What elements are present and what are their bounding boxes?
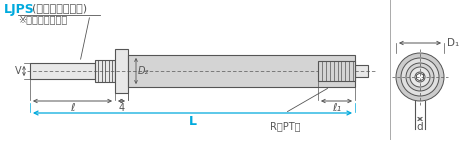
Circle shape — [415, 72, 425, 82]
Text: ※外接头连接部分: ※外接头连接部分 — [18, 14, 67, 24]
Circle shape — [396, 53, 444, 101]
Text: LJPS: LJPS — [4, 3, 35, 16]
Text: (内六角孔加长型): (内六角孔加长型) — [32, 3, 87, 13]
Circle shape — [406, 63, 434, 91]
Bar — [30, 63, 95, 79]
Bar — [318, 61, 355, 81]
Bar — [95, 60, 115, 82]
Bar — [115, 49, 128, 93]
Text: d: d — [417, 122, 423, 132]
Text: ℓ₁: ℓ₁ — [332, 103, 341, 113]
Circle shape — [410, 67, 430, 87]
Text: ℓ: ℓ — [70, 103, 75, 113]
Text: L: L — [189, 115, 197, 128]
Text: R（PT）: R（PT） — [270, 121, 300, 131]
Bar — [355, 65, 368, 77]
Text: D₁: D₁ — [447, 38, 459, 48]
Text: D₂: D₂ — [138, 66, 149, 76]
Bar — [128, 55, 355, 87]
Circle shape — [401, 58, 439, 96]
Text: V: V — [15, 66, 22, 76]
Text: 4: 4 — [119, 103, 125, 113]
